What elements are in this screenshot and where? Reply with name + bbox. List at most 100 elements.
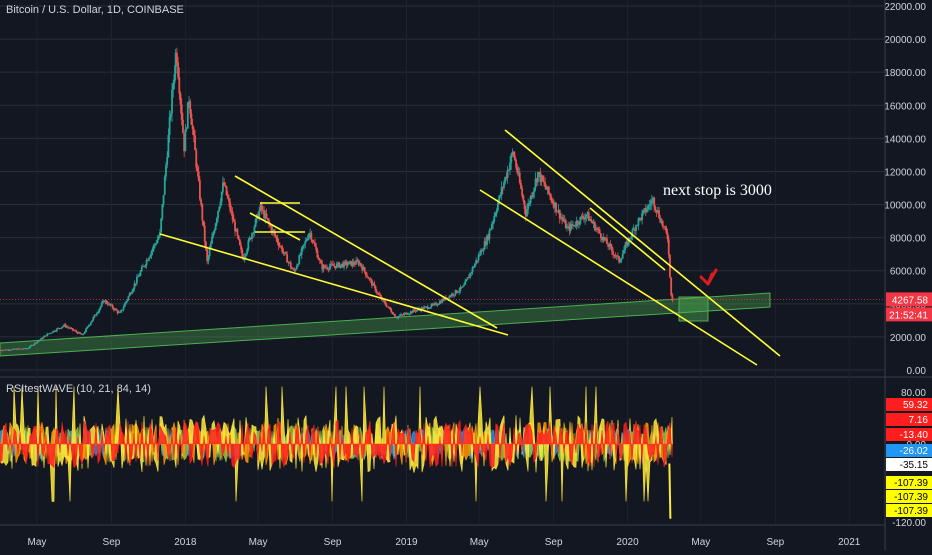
candle-body xyxy=(254,218,257,227)
candle-body xyxy=(272,229,275,233)
candle-body xyxy=(225,186,228,196)
candle-body xyxy=(327,268,330,270)
candle-body xyxy=(663,226,665,228)
candle-body xyxy=(103,300,106,303)
candle-body xyxy=(512,151,515,156)
candle-body xyxy=(390,309,393,313)
support-channel xyxy=(0,292,771,357)
candle-body xyxy=(404,312,407,314)
candle-body xyxy=(200,199,203,205)
price-tick-label: 22000.00 xyxy=(884,2,926,13)
candle-body xyxy=(320,260,322,264)
candle-body xyxy=(463,284,465,287)
candle-body xyxy=(637,218,640,226)
candle-body xyxy=(658,210,660,219)
candle-body xyxy=(432,303,435,305)
indicator-badge-value: -107.39 xyxy=(894,492,928,503)
candle-body xyxy=(630,237,633,239)
candle-body xyxy=(231,211,234,220)
candle-body xyxy=(317,257,320,260)
candle-body xyxy=(297,264,299,266)
candle-body xyxy=(553,202,556,208)
candle-body xyxy=(192,129,195,136)
candle-body xyxy=(207,256,210,262)
candle-body xyxy=(127,296,130,300)
price-tick-label: 14000.00 xyxy=(884,134,926,145)
candle-body xyxy=(421,307,424,310)
countdown-value: 21:52:41 xyxy=(889,310,928,321)
candle-body xyxy=(121,309,124,311)
candle-body xyxy=(222,182,224,192)
candle-body xyxy=(576,220,579,225)
time-axis-label: May xyxy=(249,537,268,548)
candle-body xyxy=(137,276,140,278)
candle-body xyxy=(481,249,484,252)
candle-body xyxy=(6,349,9,351)
candle-body xyxy=(169,113,172,118)
candle-body xyxy=(480,249,482,255)
candle-body xyxy=(178,77,181,94)
candle-body xyxy=(513,155,516,161)
candle-body xyxy=(295,265,298,270)
candle-body xyxy=(482,249,485,252)
candle-body xyxy=(282,252,285,254)
candle-body xyxy=(168,117,171,135)
candle-body xyxy=(381,299,384,301)
candle-body xyxy=(203,225,206,242)
candle-body xyxy=(96,313,98,315)
candle-body xyxy=(266,218,269,220)
indicator-badge xyxy=(886,413,932,426)
candle-body xyxy=(612,250,614,255)
candle-body xyxy=(287,262,290,263)
candle-body xyxy=(641,213,643,221)
candle-body xyxy=(311,240,314,242)
candle-body xyxy=(595,228,597,231)
candle-body xyxy=(543,180,545,183)
candle-body xyxy=(18,348,21,350)
candle-body xyxy=(65,326,68,328)
candle-body xyxy=(378,293,381,296)
candle-body xyxy=(52,330,55,333)
candle-body xyxy=(58,328,61,329)
candle-body xyxy=(112,308,115,310)
candle-body xyxy=(167,134,170,158)
candle-body xyxy=(661,220,664,227)
candle-body xyxy=(489,228,492,231)
candle-body xyxy=(20,348,23,350)
candle-body xyxy=(580,216,583,217)
candle-body xyxy=(189,101,192,114)
candle-body xyxy=(97,311,100,314)
candle-body xyxy=(264,213,267,219)
price-tick-label: 18000.00 xyxy=(884,68,926,79)
candle-body xyxy=(564,220,567,229)
candle-body xyxy=(614,255,617,257)
candle-body xyxy=(362,267,365,271)
candle-body xyxy=(395,316,398,318)
candle-body xyxy=(171,89,173,114)
candle-body xyxy=(506,169,509,178)
indicator-series-4 xyxy=(0,419,673,469)
candle-body xyxy=(83,331,86,334)
candle-body xyxy=(122,306,125,310)
candle-body xyxy=(354,264,356,265)
indicator-badge-value: 7.16 xyxy=(909,415,929,426)
candle-body xyxy=(198,180,201,200)
candle-body xyxy=(363,267,366,272)
candle-body xyxy=(638,217,641,219)
candle-body xyxy=(558,209,561,219)
candle-body xyxy=(332,264,335,266)
candle-body xyxy=(135,276,138,284)
trendline xyxy=(589,207,666,271)
candle-body xyxy=(574,225,577,227)
candle-body xyxy=(350,261,353,266)
candle-body xyxy=(37,340,40,342)
candle-body xyxy=(583,218,585,220)
candle-body xyxy=(476,260,479,261)
candle-body xyxy=(240,245,242,250)
candle-body xyxy=(524,208,527,217)
indicator-badge xyxy=(886,444,932,457)
candle-body xyxy=(22,348,24,350)
candle-body xyxy=(116,310,119,313)
